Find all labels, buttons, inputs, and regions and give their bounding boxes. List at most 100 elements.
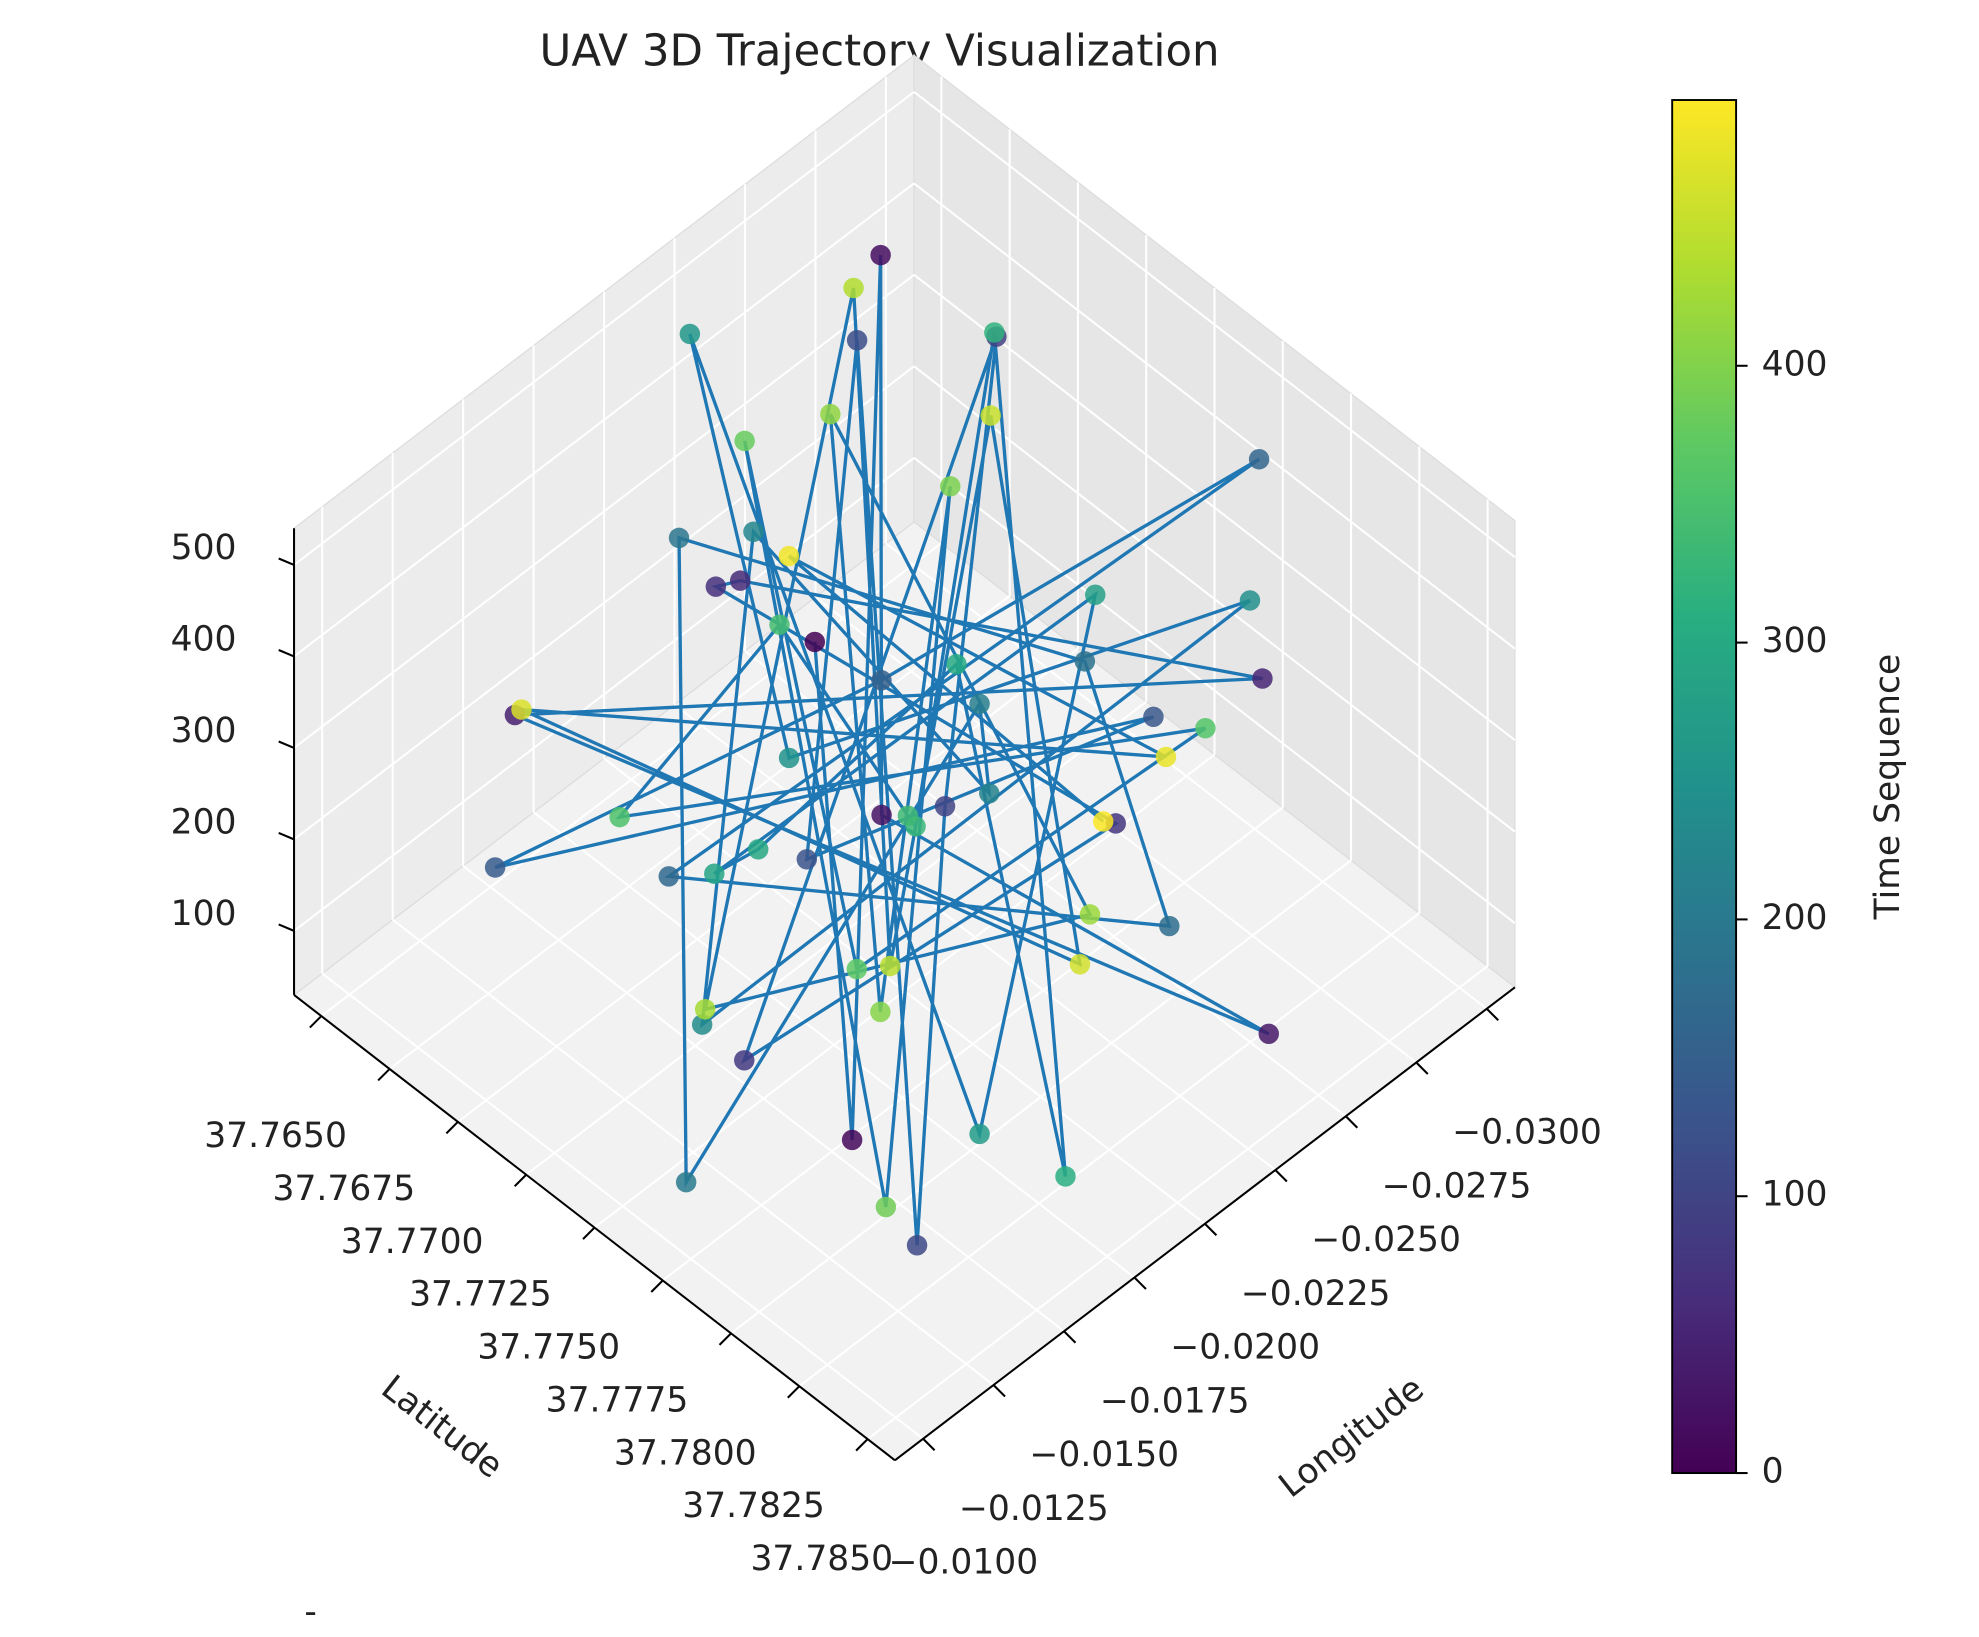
grid-line xyxy=(532,811,1136,1279)
y-tick-label: −0.0300 xyxy=(1452,1113,1602,1153)
colorbar-tick-label: 100 xyxy=(1762,1175,1828,1215)
grid-line xyxy=(321,972,924,1440)
x-tick-label: 37.7675 xyxy=(273,1169,416,1209)
z-tick-label: 100 xyxy=(171,894,237,934)
tick-mark xyxy=(582,1226,596,1240)
data-point xyxy=(704,863,725,884)
y-tick-label: −0.0175 xyxy=(1100,1381,1250,1421)
grid-line xyxy=(913,365,1516,833)
data-point xyxy=(897,805,919,826)
y-tick-label: −0.0225 xyxy=(1241,1274,1391,1314)
data-point xyxy=(729,570,751,591)
data-point xyxy=(609,806,630,828)
data-point xyxy=(871,804,892,826)
colorbar-tick-label: 0 xyxy=(1762,1452,1784,1492)
data-point xyxy=(969,693,990,715)
data-point xyxy=(1239,590,1261,611)
data-point xyxy=(658,866,679,887)
data-point xyxy=(1069,954,1091,975)
data-point xyxy=(679,323,701,345)
tick-mark xyxy=(1486,1008,1499,1021)
tick-mark xyxy=(1204,1223,1218,1236)
grid-line xyxy=(293,365,915,841)
grid-line xyxy=(913,91,1516,559)
grid-line xyxy=(673,703,1276,1171)
y-tick-label: −0.0100 xyxy=(889,1543,1039,1583)
data-point xyxy=(734,1050,755,1071)
y-tick-label: −0.0150 xyxy=(1029,1435,1179,1475)
tick-mark xyxy=(787,1385,801,1399)
data-point xyxy=(743,521,764,542)
grid-line xyxy=(392,918,995,1386)
tick-mark xyxy=(718,1332,732,1346)
tick-mark xyxy=(992,1384,1006,1398)
data-point xyxy=(875,1196,897,1218)
tick-mark xyxy=(1345,1115,1359,1129)
grid-line xyxy=(913,274,1516,742)
data-point xyxy=(984,322,1005,343)
tick-mark xyxy=(650,1279,664,1293)
data-point xyxy=(1143,706,1164,728)
data-point xyxy=(694,999,716,1020)
data-point xyxy=(1248,449,1270,470)
data-point xyxy=(778,545,800,567)
data-point xyxy=(1155,746,1177,768)
data-point xyxy=(946,654,967,675)
colorbar xyxy=(1671,99,1738,1475)
data-point xyxy=(820,403,841,425)
data-point xyxy=(804,631,826,653)
data-point xyxy=(734,430,755,452)
data-point xyxy=(691,1014,713,1035)
data-point xyxy=(980,405,1001,426)
grid-line xyxy=(462,865,1065,1333)
colorbar-tick-label: 300 xyxy=(1762,621,1828,661)
data-point xyxy=(484,857,506,878)
data-point xyxy=(1074,651,1096,672)
y-axis-label: Longitude xyxy=(1272,1369,1432,1506)
tick-mark xyxy=(922,1438,936,1451)
corner-text: - xyxy=(304,1592,316,1632)
data-point xyxy=(870,244,891,266)
data-point xyxy=(846,958,868,980)
data-point xyxy=(1085,584,1106,605)
data-point xyxy=(778,747,800,769)
data-point xyxy=(934,796,956,817)
colorbar-label: Time Sequence xyxy=(1868,654,1908,921)
x-tick-label: 37.7775 xyxy=(546,1380,689,1420)
tick-mark xyxy=(1063,1330,1077,1344)
data-point xyxy=(1258,1023,1279,1045)
data-point xyxy=(511,699,532,720)
data-point xyxy=(1252,668,1273,689)
grid-line xyxy=(293,274,915,749)
z-tick-label: 300 xyxy=(171,711,237,751)
tick-mark xyxy=(278,923,295,932)
data-point xyxy=(769,614,790,635)
data-point xyxy=(879,955,901,977)
grid-line xyxy=(913,457,1516,925)
z-tick-label: 200 xyxy=(171,803,237,843)
data-point xyxy=(871,670,892,691)
data-point xyxy=(841,1129,863,1151)
colorbar-tick-label: 400 xyxy=(1762,344,1828,384)
tick-mark xyxy=(1133,1276,1147,1290)
y-tick-label: −0.0200 xyxy=(1170,1328,1320,1368)
data-point xyxy=(796,849,818,870)
x-tick-label: 37.7725 xyxy=(409,1275,552,1315)
data-point xyxy=(668,527,690,549)
x-axis-label: Latitude xyxy=(374,1368,511,1487)
colorbar-tick-label: 200 xyxy=(1762,898,1828,938)
data-point xyxy=(940,476,961,497)
x-tick-label: 37.7825 xyxy=(682,1486,825,1526)
tick-mark xyxy=(1274,1169,1288,1183)
x-tick-label: 37.7700 xyxy=(341,1222,484,1262)
z-tick-label: 500 xyxy=(171,528,237,568)
chart-title: UAV 3D Trajectory Visualization xyxy=(540,27,1220,77)
tick-mark xyxy=(855,1438,869,1452)
data-point xyxy=(870,1001,891,1023)
trajectory-line xyxy=(494,255,1270,1246)
y-tick-label: −0.0125 xyxy=(959,1489,1109,1529)
grid-line xyxy=(913,182,1516,650)
x-tick-label: 37.7650 xyxy=(204,1116,347,1156)
tick-mark xyxy=(278,649,295,658)
